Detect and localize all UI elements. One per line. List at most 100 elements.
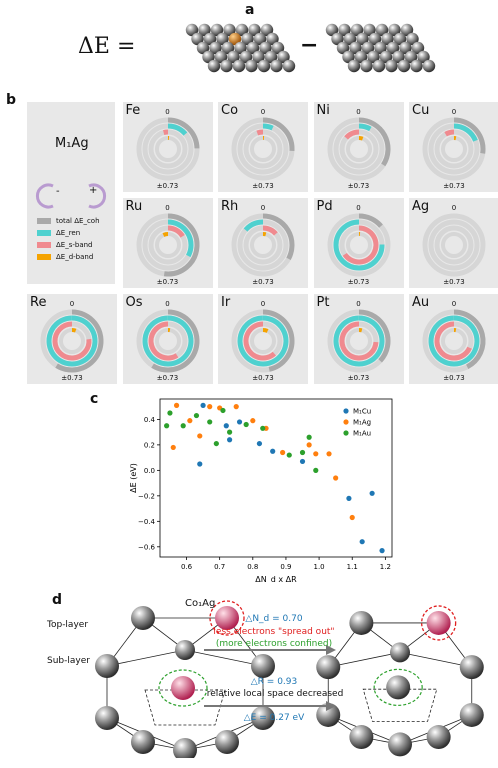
x-tick-label: 0.7 xyxy=(214,563,225,571)
zero-label: 0 xyxy=(260,204,266,212)
atom xyxy=(388,23,401,37)
ring-arc-ren xyxy=(358,123,372,132)
edge xyxy=(106,649,186,667)
atom xyxy=(246,41,260,55)
element-name: Au xyxy=(412,295,430,310)
ring-arc-total xyxy=(358,213,383,228)
range-label: ±0.73 xyxy=(347,278,370,286)
element-cell-pt: Pt 0 ±0.73 xyxy=(313,294,404,384)
element-name: Ru xyxy=(125,199,143,214)
atom xyxy=(406,32,419,46)
element-name: Ag xyxy=(412,199,430,214)
ring-arc-s xyxy=(167,225,185,238)
atom xyxy=(360,59,373,73)
y-tick-label: −0.2 xyxy=(138,492,155,500)
element-name: Fe xyxy=(125,103,141,118)
dopant-atom xyxy=(426,610,451,635)
atom xyxy=(248,23,261,37)
x-tick-label: 1.2 xyxy=(380,563,391,571)
atom xyxy=(374,41,387,55)
ring-track-s xyxy=(434,225,474,265)
atom xyxy=(95,654,119,678)
panel-c-label: c xyxy=(90,391,99,407)
x-tick-label: 1.0 xyxy=(314,563,325,571)
atom xyxy=(336,41,350,55)
dopant-atom xyxy=(228,32,242,46)
ring-chart xyxy=(231,213,295,277)
atom xyxy=(392,50,405,64)
data-point xyxy=(167,410,173,416)
plot-frame xyxy=(159,398,393,558)
data-point xyxy=(306,434,312,440)
range-label: ±0.73 xyxy=(252,182,274,190)
ring-chart xyxy=(136,117,199,181)
atom xyxy=(363,23,376,37)
ring-arc-ren xyxy=(167,123,187,136)
legend-swatch xyxy=(37,242,51,248)
data-point xyxy=(236,419,243,425)
range-label: ±0.73 xyxy=(443,182,465,190)
atom xyxy=(390,642,410,663)
data-point xyxy=(313,467,319,473)
delta-nd-text: △N_d = 0.70 xyxy=(245,614,303,624)
range-label: ±0.73 xyxy=(252,374,274,382)
data-point xyxy=(193,412,200,419)
data-point xyxy=(197,461,203,467)
ring-chart xyxy=(327,309,390,373)
atom xyxy=(349,41,362,55)
ring-chart xyxy=(40,309,104,373)
range-label: ±0.73 xyxy=(347,182,370,190)
zero-label: 0 xyxy=(260,108,266,116)
range-label: ±0.73 xyxy=(61,374,83,382)
element-name: Ir xyxy=(221,295,231,310)
atom xyxy=(131,606,155,630)
atom xyxy=(260,23,274,37)
local-space-text: relative local space decreased xyxy=(206,689,344,699)
atom xyxy=(422,59,436,73)
atom xyxy=(216,32,229,46)
range-label: ±0.73 xyxy=(347,374,370,382)
confined-text: (more electrons confined) xyxy=(215,639,333,649)
ring-chart xyxy=(422,117,486,181)
ring-chart xyxy=(327,117,390,181)
ring-arc-s xyxy=(343,129,359,140)
ring-arc-s xyxy=(262,225,278,236)
atom xyxy=(232,59,246,73)
slab-with-dopant xyxy=(185,23,296,73)
atom xyxy=(282,59,296,73)
legend-direction-icons xyxy=(35,183,107,209)
ring-arc-s xyxy=(256,129,264,136)
atom xyxy=(400,23,414,37)
data-point xyxy=(187,418,193,424)
atom xyxy=(131,730,155,754)
zero-label: 0 xyxy=(165,204,170,212)
element-cell-ag: Ag 0 ±0.73 xyxy=(409,198,498,288)
minus-sign: − xyxy=(300,33,319,58)
data-point xyxy=(313,451,319,457)
ring-track-d xyxy=(441,136,467,162)
data-point xyxy=(207,419,213,425)
ring-track-d xyxy=(154,232,181,258)
atom xyxy=(198,23,211,37)
delta-r-text: △R = 0.93 xyxy=(250,677,298,687)
data-point xyxy=(223,423,229,429)
ring-track-d xyxy=(59,328,85,354)
legend-list: total ΔE_coh ΔE_ren ΔE_s-band ΔE_d-band xyxy=(37,215,100,263)
legend-entry: M₁Cu xyxy=(353,408,371,416)
data-point xyxy=(270,448,276,454)
atom xyxy=(196,41,210,55)
atom xyxy=(338,23,351,37)
atom xyxy=(215,730,239,754)
data-point xyxy=(326,451,332,457)
element-name: Ni xyxy=(316,103,330,118)
legend-marker xyxy=(343,419,349,425)
legend-label: ΔE_s-band xyxy=(56,241,93,249)
x-tick-label: 0.8 xyxy=(247,563,258,571)
ring-track-ren xyxy=(428,219,480,271)
legend-plus-sign: + xyxy=(89,185,98,196)
legend-item: ΔE_d-band xyxy=(37,251,100,263)
element-name: Rh xyxy=(221,199,239,214)
ring-arc-total xyxy=(358,309,390,363)
data-point xyxy=(200,402,206,408)
ring-arc-s xyxy=(342,225,378,265)
